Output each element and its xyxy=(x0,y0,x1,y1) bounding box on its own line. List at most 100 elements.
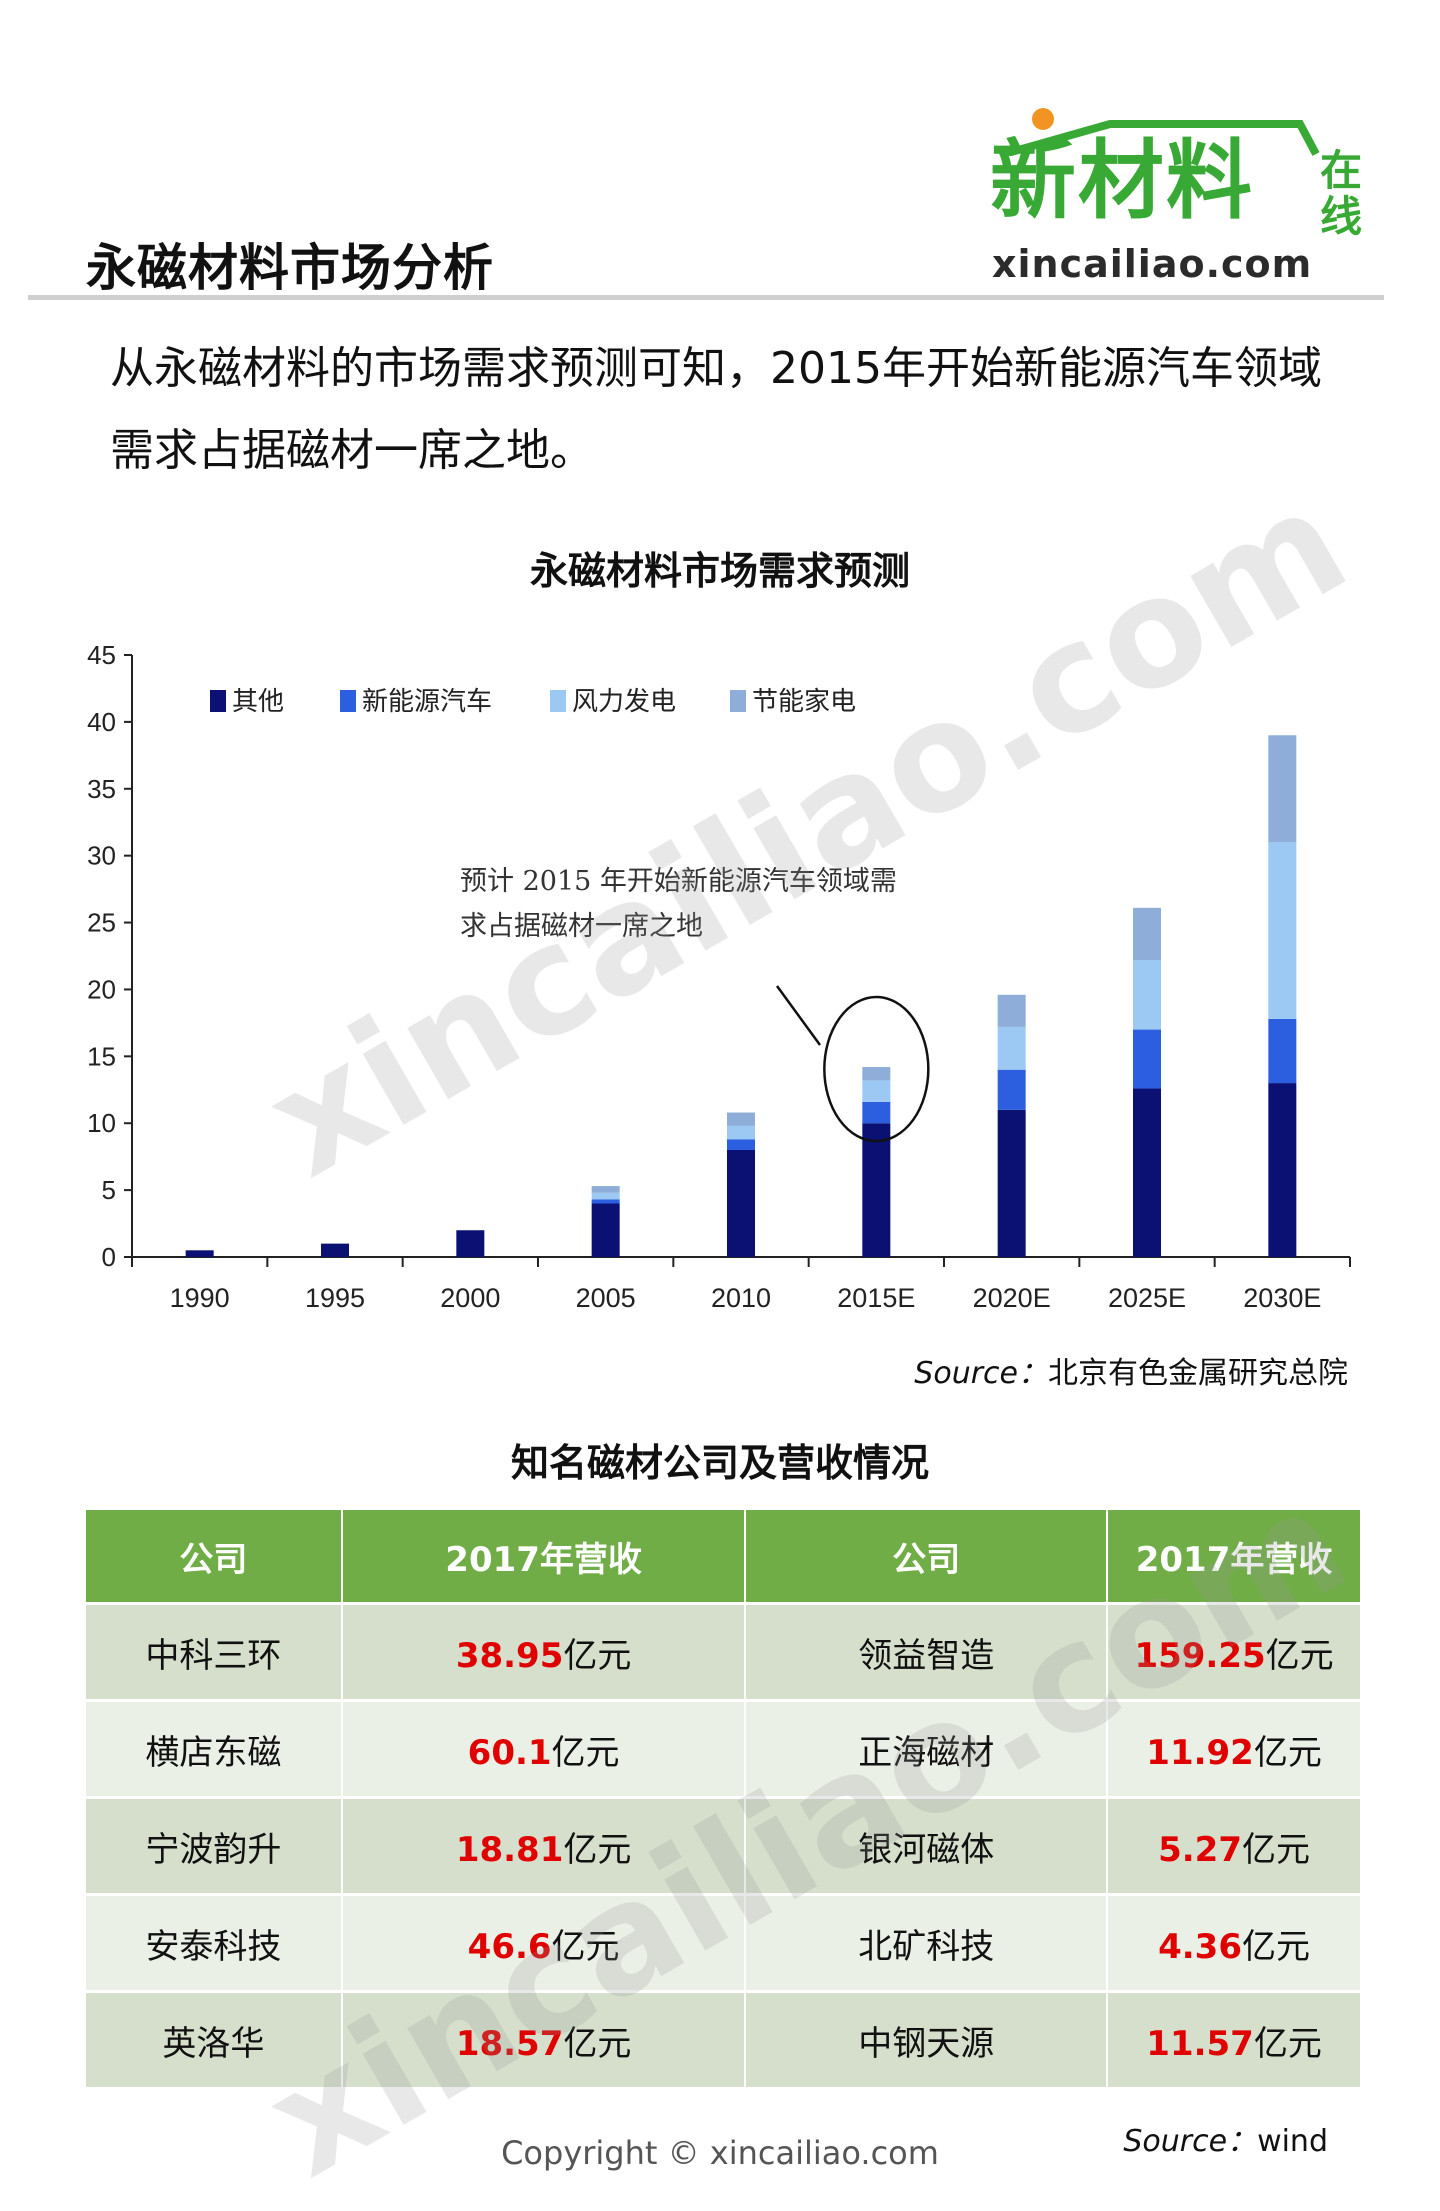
table-header-row: 公司 2017年营收 公司 2017年营收 xyxy=(86,1510,1362,1604)
company-name-cell: 中钢天源 xyxy=(745,1990,1109,2087)
header-company-2: 公司 xyxy=(745,1510,1109,1604)
logo-side-text: 在线 xyxy=(1320,146,1363,241)
chart-legend: 其他 新能源汽车 风力发电 节能家电 xyxy=(210,687,856,717)
bar-segment xyxy=(997,1109,1026,1257)
table-row: 英洛华 18.57亿元 中钢天源 11.57亿元 xyxy=(86,1990,1362,2087)
company-name: 中科三环 xyxy=(145,1635,282,1676)
y-tick-label: 25 xyxy=(87,908,116,938)
revenue-value: 38.95 xyxy=(455,1635,564,1676)
annotation-circle xyxy=(823,995,930,1143)
chart-source: Source：北京有色金属研究总院 xyxy=(914,1348,1348,1392)
revenue-value: 159.25 xyxy=(1134,1635,1266,1676)
revenue-unit: 亿元 xyxy=(563,1635,632,1676)
bar-segment xyxy=(185,1250,214,1257)
table-source: Source：wind xyxy=(1123,2116,1328,2160)
legend-label: 风力发电 xyxy=(572,687,676,717)
bar-segment xyxy=(456,1230,485,1257)
company-name-cell: 英洛华 xyxy=(86,1990,343,2087)
company-name-cell: 银河磁体 xyxy=(745,1796,1109,1895)
revenue-cell: 159.25亿元 xyxy=(1107,1602,1362,1701)
site-logo[interactable]: 新材料 在线 xincailiao.com xyxy=(980,108,1380,290)
revenue-unit: 亿元 xyxy=(1242,1926,1310,1967)
company-name: 正海磁材 xyxy=(858,1732,995,1773)
company-name-cell: 北矿科技 xyxy=(745,1893,1109,1992)
chart-source-label: Source： xyxy=(914,1356,1048,1391)
company-name: 安泰科技 xyxy=(145,1926,282,1967)
header-divider xyxy=(28,295,1384,300)
bar-segment xyxy=(727,1112,755,1126)
company-name-cell: 正海磁材 xyxy=(745,1699,1109,1798)
company-name-cell: 安泰科技 xyxy=(86,1893,343,1992)
table-row: 中科三环 38.95亿元 领益智造 159.25亿元 xyxy=(86,1602,1362,1701)
bar-segment xyxy=(997,1026,1026,1070)
revenue-unit: 亿元 xyxy=(1253,1732,1322,1773)
bar-segment xyxy=(862,1123,891,1257)
header-revenue-1: 2017年营收 xyxy=(341,1510,747,1604)
annotation-pointer xyxy=(775,985,822,1046)
revenue-cell: 5.27亿元 xyxy=(1107,1796,1362,1895)
bar-segment xyxy=(727,1149,755,1257)
y-tick-label: 35 xyxy=(87,774,116,804)
bar-segment xyxy=(862,1080,891,1102)
revenue-cell: 38.95亿元 xyxy=(341,1602,747,1701)
x-tick-label: 2005 xyxy=(576,1283,636,1313)
bar-segment xyxy=(1268,1083,1297,1257)
y-tick-label: 10 xyxy=(87,1108,116,1138)
bar-segment xyxy=(1268,735,1297,843)
page-title: 永磁材料市场分析 xyxy=(86,239,494,297)
table-title: 知名磁材公司及营收情况 xyxy=(510,1441,929,1485)
y-tick-label: 30 xyxy=(87,841,116,871)
bar-segment xyxy=(1268,842,1297,1019)
company-name-cell: 中科三环 xyxy=(86,1602,343,1701)
bar-segment xyxy=(1133,1029,1161,1089)
revenue-cell: 11.57亿元 xyxy=(1107,1990,1362,2087)
revenue-value: 5.27 xyxy=(1158,1829,1242,1870)
y-tick-label: 15 xyxy=(87,1041,116,1071)
chart-annotation: 预计 2015 年开始新能源汽车领域需求占据磁材一席之地 xyxy=(460,866,930,1143)
logo-dot xyxy=(1032,108,1054,130)
table-source-value: wind xyxy=(1257,2124,1328,2159)
company-name-cell: 领益智造 xyxy=(745,1602,1109,1701)
x-tick-label: 2030E xyxy=(1243,1283,1321,1313)
bar-segment xyxy=(1268,1018,1297,1084)
bar-segment xyxy=(591,1203,620,1257)
revenue-unit: 亿元 xyxy=(551,1926,620,1967)
y-tick-label: 0 xyxy=(102,1242,116,1272)
bar-segment xyxy=(997,1069,1026,1110)
y-tick-label: 40 xyxy=(87,707,116,737)
legend-label: 新能源汽车 xyxy=(362,687,492,717)
revenue-cell: 46.6亿元 xyxy=(341,1893,747,1992)
annotation-line-2: 求占据磁材一席之地 xyxy=(460,911,703,942)
company-name: 英洛华 xyxy=(162,2023,265,2064)
company-revenue-table: 公司 2017年营收 公司 2017年营收 中科三环 38.95亿元 领益智造 159… xyxy=(86,1510,1362,2087)
header-company-1: 公司 xyxy=(86,1510,343,1604)
revenue-unit: 亿元 xyxy=(1253,2023,1322,2064)
bar-segment xyxy=(321,1243,349,1257)
x-tick-label: 2000 xyxy=(440,1283,500,1313)
table-row: 安泰科技 46.6亿元 北矿科技 4.36亿元 xyxy=(86,1893,1362,1992)
table-row: 宁波韵升 18.81亿元 银河磁体 5.27亿元 xyxy=(86,1796,1362,1895)
legend-swatch xyxy=(340,690,356,712)
chart-bars xyxy=(185,735,1297,1257)
company-name: 银河磁体 xyxy=(858,1829,995,1870)
revenue-cell: 11.92亿元 xyxy=(1107,1699,1362,1798)
bar-segment xyxy=(727,1139,755,1150)
bar-segment xyxy=(1133,1088,1161,1257)
bar-segment xyxy=(591,1186,620,1193)
legend-swatch xyxy=(550,690,566,712)
table-source-label: Source： xyxy=(1123,2124,1258,2159)
bar-segment xyxy=(997,994,1026,1027)
revenue-value: 60.1 xyxy=(467,1732,552,1773)
intro-paragraph: 从永磁材料的市场需求预测可知，2015年开始新能源汽车领域需求占据磁材一席之地。 xyxy=(110,343,1322,476)
x-tick-label: 2025E xyxy=(1108,1283,1186,1313)
revenue-cell: 18.57亿元 xyxy=(341,1990,747,2087)
logo-roof-icon xyxy=(1002,120,1320,156)
bar-segment xyxy=(862,1101,891,1124)
table-row: 横店东磁 60.1亿元 正海磁材 11.92亿元 xyxy=(86,1699,1362,1798)
legend-label: 其他 xyxy=(232,687,284,717)
y-tick-label: 45 xyxy=(87,640,116,670)
company-name: 北矿科技 xyxy=(858,1926,995,1967)
copyright: Copyright © xincailiao.com xyxy=(501,2134,939,2172)
revenue-unit: 亿元 xyxy=(1242,1829,1310,1870)
revenue-value: 4.36 xyxy=(1158,1926,1242,1967)
